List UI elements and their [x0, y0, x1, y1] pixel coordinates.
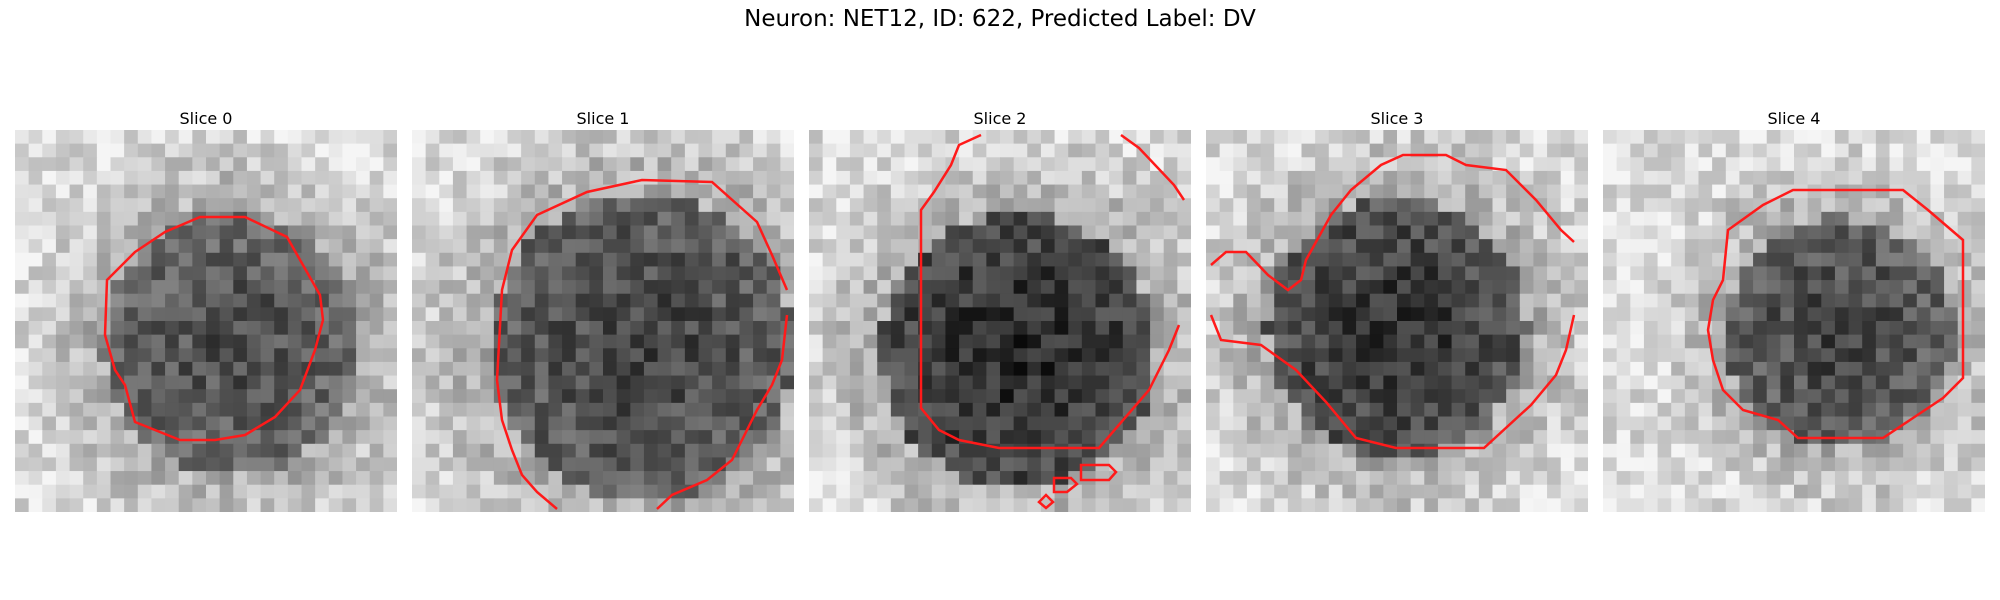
slice-image-0 — [15, 130, 397, 512]
segmentation-contour — [1052, 476, 1079, 494]
segmentation-contour — [1210, 153, 1575, 292]
slice-image-3 — [1206, 130, 1588, 512]
slice-panel-4: Slice 4 — [1603, 108, 1985, 512]
slice-title: Slice 4 — [1767, 109, 1821, 128]
slice-image-4 — [1603, 130, 1985, 512]
slice-panel-1: Slice 1 — [412, 108, 794, 512]
grayscale-pixels — [15, 130, 397, 512]
segmentation-contour — [103, 215, 325, 442]
slice-image-1 — [412, 130, 794, 512]
segmentation-contour — [1706, 188, 1965, 440]
slice-title: Slice 0 — [179, 109, 233, 128]
slice-panel-2: Slice 2 — [809, 108, 1191, 512]
slice-panel-0: Slice 0 — [15, 108, 397, 512]
grayscale-pixels — [412, 130, 794, 512]
grayscale-pixels — [809, 130, 1191, 512]
segmentation-contour — [1037, 493, 1055, 510]
segmentation-contour — [1120, 133, 1186, 201]
segmentation-contour — [1079, 463, 1118, 482]
grayscale-pixels — [1603, 130, 1985, 512]
segmentation-contour — [1209, 314, 1576, 450]
slice-title: Slice 2 — [973, 109, 1027, 128]
grayscale-pixels — [1206, 130, 1588, 512]
slice-title: Slice 3 — [1370, 109, 1424, 128]
figure-title: Neuron: NET12, ID: 622, Predicted Label:… — [744, 6, 1256, 32]
slice-image-2 — [809, 130, 1191, 512]
slice-panel-3: Slice 3 — [1206, 108, 1588, 512]
slice-title: Slice 1 — [576, 109, 630, 128]
segmentation-contour — [919, 133, 1181, 450]
segmentation-contour — [495, 178, 789, 510]
segmentation-contour — [656, 314, 789, 510]
